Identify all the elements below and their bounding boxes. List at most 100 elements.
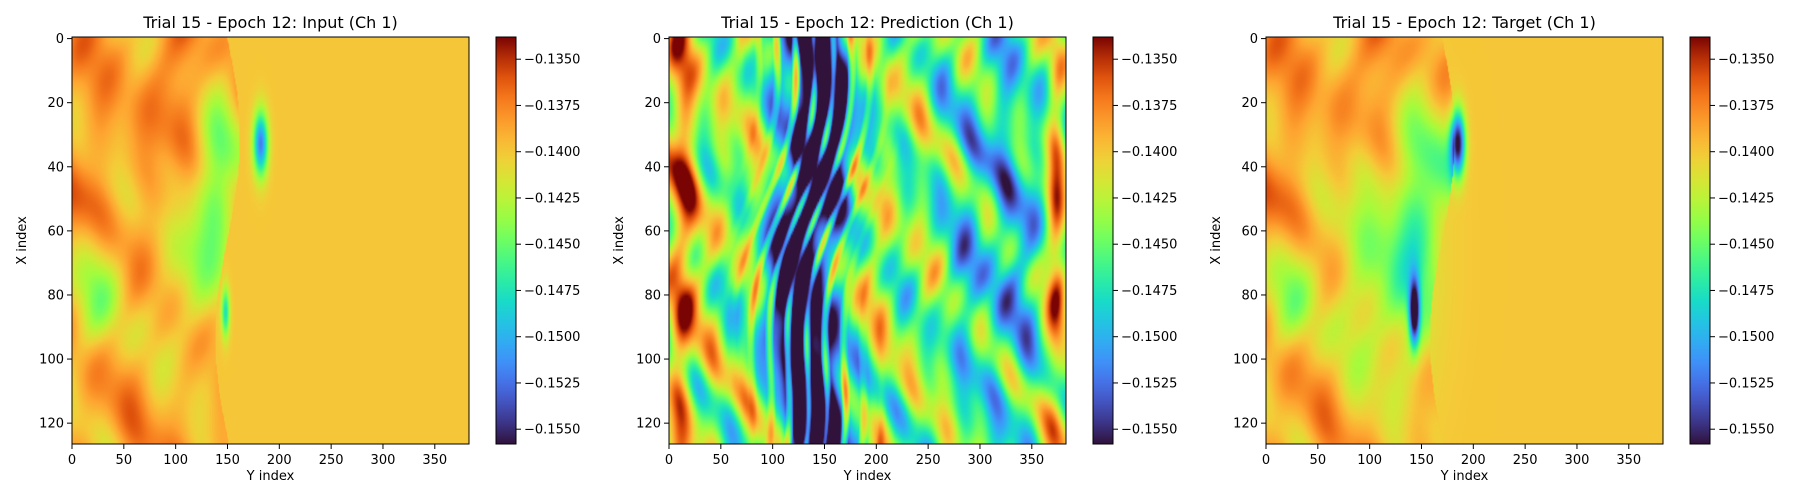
y-tick-label: 120 [39,417,64,432]
x-tick-label: 200 [267,453,292,468]
colorbar-tick-label: −0.1400 [1718,145,1774,160]
colorbar-tick-label: −0.1500 [1121,330,1177,345]
y-tick-label: 0 [1250,32,1258,47]
colorbar-tick-label: −0.1425 [1121,191,1177,206]
x-tick-label: 250 [319,453,344,468]
colorbar-tick-label: −0.1500 [1718,330,1774,345]
colorbar-frame [1689,36,1711,445]
plot-frame [71,36,470,445]
colorbar-gradient [1093,37,1113,444]
colorbar-tick-label: −0.1375 [524,99,580,114]
y-axis-label: X index [612,216,627,265]
chart-title: Trial 15 - Epoch 12: Input (Ch 1) [142,13,398,32]
colorbar-gradient [1690,37,1710,444]
y-tick-label: 20 [1241,96,1258,111]
x-tick-label: 0 [1262,453,1270,468]
x-tick-label: 200 [1461,453,1486,468]
colorbar-tick-label: −0.1425 [524,191,580,206]
colorbar-gradient [496,37,516,444]
y-tick-label: 100 [636,353,661,368]
x-tick-label: 300 [968,453,993,468]
x-tick-label: 350 [1019,453,1044,468]
y-tick-label: 80 [644,288,661,303]
x-axis-label: Y index [1440,469,1489,484]
colorbar: −0.1350 −0.1375 −0.1400 −0.1425 −0.1450 −0.14… [1689,36,1774,445]
colorbar-tick-label: −0.1550 [524,423,580,438]
colorbar-tick-label: −0.1475 [1121,284,1177,299]
y-tick-label: 60 [47,224,64,239]
x-tick-label: 150 [1409,453,1434,468]
x-tick-label: 350 [1616,453,1641,468]
colorbar-frame [495,36,517,445]
colorbar-tick-label: −0.1425 [1718,191,1774,206]
x-tick-label: 100 [760,453,785,468]
colorbar-tick-label: −0.1375 [1718,99,1774,114]
y-tick-label: 40 [1241,160,1258,175]
y-tick-label: 60 [1241,224,1258,239]
x-tick-label: 250 [1513,453,1538,468]
y-tick-label: 20 [644,96,661,111]
colorbar-tick-label: −0.1350 [1121,53,1177,68]
heatmap-image [669,37,1066,444]
x-tick-label: 0 [68,453,76,468]
x-tick-label: 200 [864,453,889,468]
colorbar-tick-label: −0.1525 [1718,376,1774,391]
colorbar-tick-label: −0.1500 [524,330,580,345]
y-tick-label: 80 [47,288,64,303]
heatmap-image [1266,37,1663,444]
colorbar-tick-label: −0.1450 [1718,238,1774,253]
x-tick-label: 100 [163,453,188,468]
y-tick-label: 60 [644,224,661,239]
x-tick-label: 300 [371,453,396,468]
x-tick-label: 50 [116,453,133,468]
x-axis-label: Y index [246,469,295,484]
y-tick-label: 100 [1233,353,1258,368]
colorbar-tick-label: −0.1400 [524,145,580,160]
colorbar-tick-label: −0.1450 [1121,238,1177,253]
y-axis-label: X index [1209,216,1224,265]
heatmap-image [72,37,469,444]
y-tick-label: 0 [653,32,661,47]
colorbar-tick-label: −0.1525 [1121,376,1177,391]
y-tick-label: 80 [1241,288,1258,303]
y-tick-label: 0 [56,32,64,47]
colorbar-tick-label: −0.1375 [1121,99,1177,114]
heatmap-panel-prediction: Trial 15 - Epoch 12: Prediction (Ch 1) 0 5… [612,13,1177,484]
colorbar: −0.1350 −0.1375 −0.1400 −0.1425 −0.1450 −0.14… [495,36,580,445]
chart-title: Trial 15 - Epoch 12: Target (Ch 1) [1332,13,1596,32]
colorbar-tick-label: −0.1550 [1718,423,1774,438]
colorbar-tick-label: −0.1550 [1121,423,1177,438]
heatmap-panel-input: Trial 15 - Epoch 12: Input (Ch 1) 0 50 100 1… [15,13,580,484]
heatmap-panel-target: Trial 15 - Epoch 12: Target (Ch 1) 0 50 100… [1209,13,1774,484]
plot-frame [668,36,1067,445]
y-tick-label: 20 [47,96,64,111]
colorbar-tick-label: −0.1450 [524,238,580,253]
x-tick-label: 300 [1565,453,1590,468]
colorbar-tick-label: −0.1475 [1718,284,1774,299]
x-tick-label: 150 [215,453,240,468]
colorbar-tick-label: −0.1350 [1718,53,1774,68]
colorbar-tick-label: −0.1400 [1121,145,1177,160]
colorbar-tick-label: −0.1525 [524,376,580,391]
x-tick-label: 50 [713,453,730,468]
plot-frame [1265,36,1664,445]
x-tick-label: 150 [812,453,837,468]
x-axis-label: Y index [843,469,892,484]
y-tick-label: 120 [636,417,661,432]
x-tick-label: 0 [665,453,673,468]
chart-title: Trial 15 - Epoch 12: Prediction (Ch 1) [720,13,1014,32]
y-axis-label: X index [15,216,30,265]
colorbar: −0.1350 −0.1375 −0.1400 −0.1425 −0.1450 −0.14… [1092,36,1177,445]
colorbar-frame [1092,36,1114,445]
colorbar-tick-label: −0.1350 [524,53,580,68]
colorbar-tick-label: −0.1475 [524,284,580,299]
x-tick-label: 50 [1310,453,1327,468]
x-tick-label: 100 [1357,453,1382,468]
y-tick-label: 40 [47,160,64,175]
y-tick-label: 120 [1233,417,1258,432]
y-tick-label: 100 [39,353,64,368]
y-tick-label: 40 [644,160,661,175]
x-tick-label: 350 [422,453,447,468]
x-tick-label: 250 [916,453,941,468]
